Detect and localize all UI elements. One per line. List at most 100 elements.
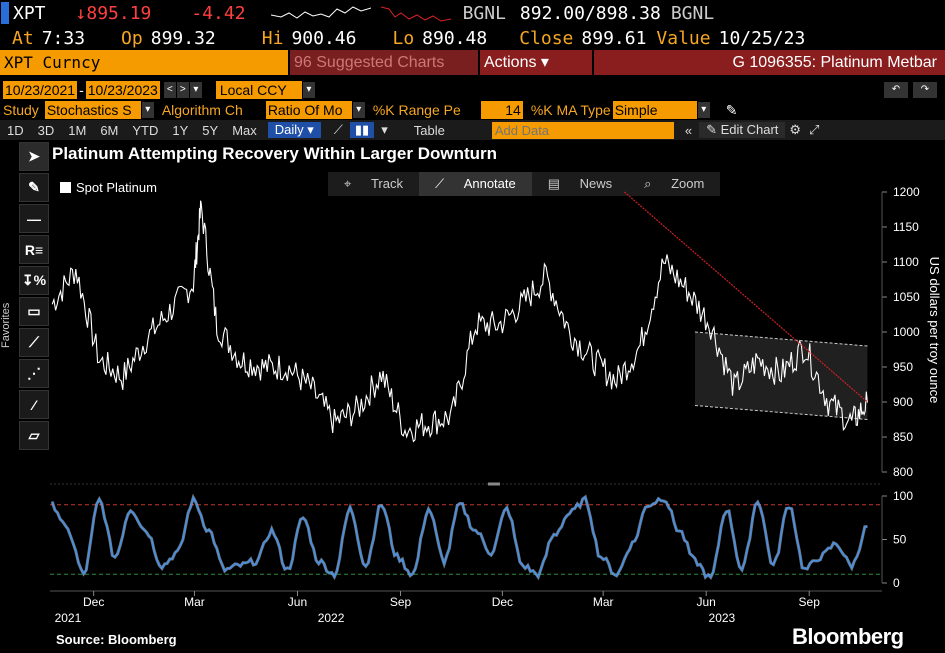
- stochastic-line: [51, 495, 868, 579]
- news-label: News: [579, 176, 613, 191]
- pencil-icon[interactable]: ✎: [725, 101, 738, 118]
- news-mode[interactable]: ▤ News: [532, 172, 628, 196]
- redo-icon[interactable]: ↷: [913, 82, 937, 98]
- close-label: Close: [519, 27, 574, 49]
- end-date-input[interactable]: 10/23/2023: [85, 81, 160, 99]
- ray-tool-icon[interactable]: ⁄: [19, 390, 49, 419]
- regression-tool-icon[interactable]: R≡: [19, 235, 49, 264]
- table-button[interactable]: Table: [413, 122, 445, 138]
- x-year-label: 2021: [55, 611, 82, 625]
- period-1d[interactable]: 1D: [7, 122, 24, 138]
- percent-tool-icon[interactable]: ↧%: [19, 266, 49, 295]
- zoom-mode[interactable]: ⌕ Zoom: [628, 172, 720, 196]
- sparkline-red-icon: [380, 6, 451, 22]
- bid-ask: 892.00/898.38: [519, 2, 661, 24]
- rectangle-tool-icon[interactable]: ▭: [19, 297, 49, 326]
- source-note: Source: Bloomberg: [56, 632, 177, 647]
- k-range-input[interactable]: 14: [480, 101, 523, 119]
- next-period-button[interactable]: >: [176, 82, 189, 98]
- ticker-flag: [1, 2, 9, 24]
- last-price: ↓895.19: [75, 2, 152, 24]
- price-change: -4.42: [191, 2, 246, 24]
- collapse-icon[interactable]: «: [684, 122, 693, 138]
- channel-tool-icon[interactable]: ▱: [19, 421, 49, 450]
- period-dropdown[interactable]: ▾: [189, 82, 202, 98]
- chart-toolbar: 1D 3D 1M 6M YTD 1Y 5Y Max Daily ▾ ⟋ ▮▮ ▾…: [0, 120, 945, 140]
- x-tick-label: Sep: [799, 595, 821, 609]
- k-ma-select[interactable]: Simple: [612, 101, 697, 119]
- k-range-label: %K Range Pe: [372, 102, 461, 118]
- date-separator: -: [79, 82, 84, 98]
- annotate-icon: ⟋: [434, 176, 448, 191]
- ask-source: BGNL: [670, 2, 715, 24]
- channel-lower-line: [694, 405, 868, 420]
- cursor-tool-icon[interactable]: ➤: [19, 142, 49, 171]
- track-label: Track: [370, 176, 403, 191]
- study-bar: Study Stochastics S ▾ Algorithm Ch Ratio…: [0, 100, 945, 120]
- period-1m[interactable]: 1M: [68, 122, 87, 138]
- chart-type-dropdown[interactable]: ▾: [381, 122, 388, 137]
- add-data-input[interactable]: [491, 121, 674, 139]
- period-6m[interactable]: 6M: [100, 122, 119, 138]
- legend-swatch[interactable]: [60, 182, 71, 193]
- bar-chart-icon[interactable]: ▮▮: [349, 122, 375, 138]
- bid-source: BGNL: [462, 2, 506, 24]
- drawing-toolbar: ➤ ✎ — R≡ ↧% ▭ ⟋ ⋰ ⁄ ▱: [19, 142, 49, 462]
- trendline-tool-icon[interactable]: ⟋: [19, 328, 49, 357]
- security-input[interactable]: XPT Curncy: [0, 50, 288, 75]
- value-label: Value: [656, 27, 711, 49]
- date-bar: 10/23/2021 - 10/23/2023 < > ▾ Local CCY …: [0, 79, 945, 101]
- prev-period-button[interactable]: <: [163, 82, 176, 98]
- crosshair-icon: ⌖: [344, 176, 355, 191]
- algorithm-dropdown[interactable]: ▾: [352, 102, 365, 118]
- downtrend-line: [624, 191, 868, 403]
- at-label: At: [12, 27, 34, 49]
- currency-dropdown[interactable]: ▾: [302, 82, 315, 98]
- period-ytd[interactable]: YTD: [132, 122, 159, 138]
- y-tick-label: 1050: [893, 290, 920, 304]
- period-1y[interactable]: 1Y: [172, 122, 189, 138]
- y-axis-label: US dollars per troy ounce: [927, 257, 942, 404]
- period-5y[interactable]: 5Y: [202, 122, 219, 138]
- y-tick-label: 950: [893, 360, 913, 374]
- pen-tool-icon[interactable]: ✎: [19, 173, 49, 202]
- study-label: Study: [3, 102, 39, 118]
- channel-upper-line: [694, 331, 868, 347]
- period-max[interactable]: Max: [232, 122, 257, 138]
- stoch-y-tick-label: 100: [893, 489, 913, 503]
- start-date-input[interactable]: 10/23/2021: [3, 81, 78, 99]
- algorithm-select[interactable]: Ratio Of Mo: [265, 101, 352, 119]
- ticker-symbol[interactable]: XPT: [13, 2, 46, 24]
- study-dropdown[interactable]: ▾: [141, 102, 154, 118]
- k-ma-dropdown[interactable]: ▾: [697, 102, 710, 118]
- frequency-select[interactable]: Daily ▾: [267, 122, 321, 138]
- edit-chart-button[interactable]: ✎ Edit Chart: [699, 122, 786, 138]
- horizontal-line-tool-icon[interactable]: —: [19, 204, 49, 233]
- price-series-line: [51, 200, 868, 443]
- favorites-tab[interactable]: Favorites: [0, 302, 12, 348]
- low-label: Lo: [392, 27, 415, 49]
- actions-menu[interactable]: Actions ▾: [480, 50, 592, 75]
- segment-tool-icon[interactable]: ⋰: [19, 359, 49, 388]
- news-icon: ▤: [547, 176, 564, 191]
- legend: Spot Platinum: [60, 180, 157, 195]
- command-bar: XPT Curncy 96 Suggested Charts Actions ▾…: [0, 50, 945, 75]
- y-tick-label: 850: [893, 430, 913, 444]
- legend-label: Spot Platinum: [76, 180, 157, 195]
- y-tick-label: 1150: [893, 220, 919, 234]
- zoom-label: Zoom: [671, 176, 705, 191]
- track-mode[interactable]: ⌖ Track: [328, 172, 419, 196]
- settings-icon[interactable]: ⚙: [789, 122, 802, 137]
- undo-icon[interactable]: ↶: [884, 82, 908, 98]
- suggested-charts-button[interactable]: 96 Suggested Charts: [290, 50, 478, 75]
- currency-select[interactable]: Local CCY: [215, 81, 302, 99]
- edit-chart-label: Edit Chart: [720, 122, 779, 137]
- expand-icon[interactable]: ⤢: [809, 122, 820, 137]
- x-tick-label: Mar: [184, 595, 205, 609]
- line-chart-icon[interactable]: ⟋: [333, 122, 343, 137]
- study-select[interactable]: Stochastics S: [44, 101, 141, 119]
- period-3d[interactable]: 3D: [37, 122, 55, 138]
- annotate-mode[interactable]: ⟋ Annotate: [418, 172, 532, 196]
- annotate-label: Annotate: [463, 176, 516, 191]
- high-value: 900.46: [291, 27, 357, 49]
